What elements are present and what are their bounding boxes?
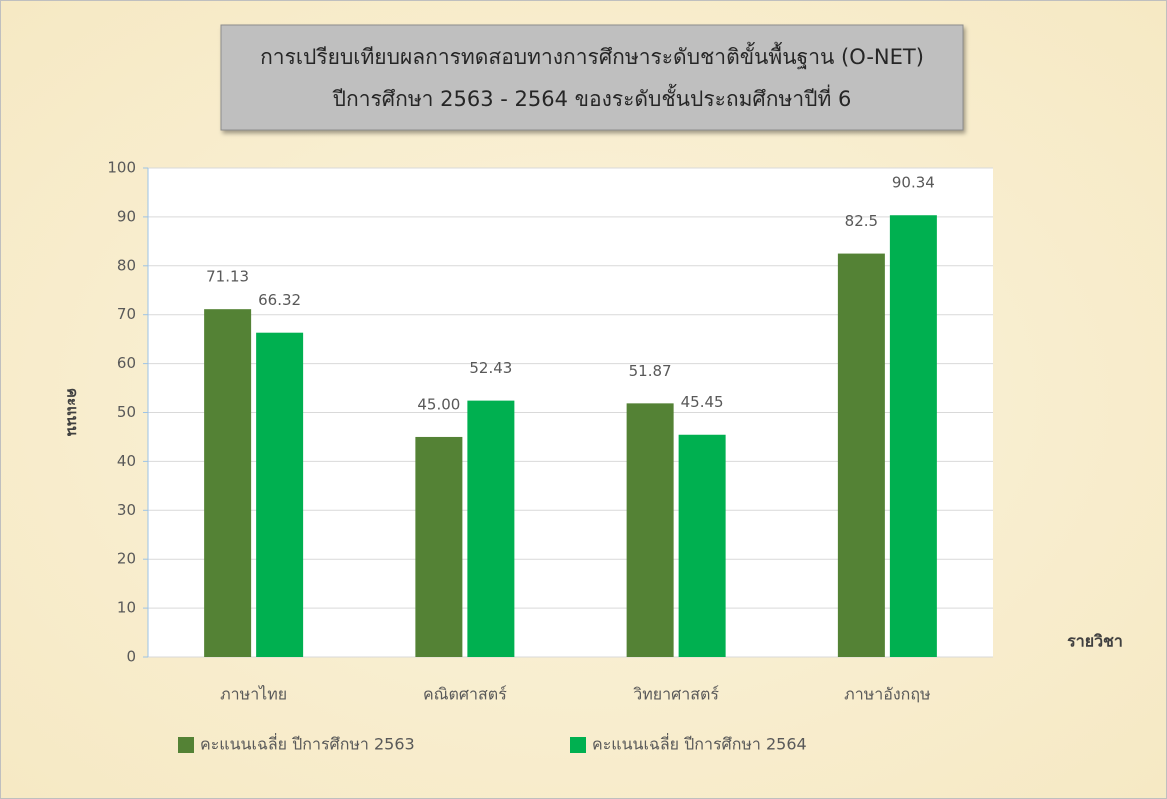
x-tick-label: ภาษาอังกฤษ: [844, 685, 930, 704]
bar: [837, 253, 885, 657]
x-tick-label: ภาษาไทย: [220, 685, 287, 704]
y-tick-label: 90: [117, 207, 136, 225]
data-label: 45.45: [681, 393, 724, 411]
bar: [889, 215, 937, 657]
chart-title: การเปรียบเทียบผลการทดสอบทางการศึกษาระดับ…: [260, 42, 924, 69]
x-tick-label: คณิตศาสตร์: [423, 685, 507, 704]
y-tick-label: 20: [117, 550, 136, 568]
bar: [415, 436, 463, 657]
bar: [467, 400, 515, 657]
y-tick-label: 50: [117, 403, 136, 421]
y-tick-label: 0: [126, 648, 136, 666]
data-label: 90.34: [892, 174, 935, 192]
data-label: 45.00: [417, 395, 460, 413]
bar: [678, 434, 726, 657]
y-tick-label: 80: [117, 256, 136, 274]
title-box: [220, 24, 964, 131]
y-tick-label: 100: [107, 159, 136, 177]
legend-label: คะแนนเฉลี่ย ปีการศึกษา 2563: [200, 733, 415, 754]
y-tick-label: 60: [117, 354, 136, 372]
data-label: 51.87: [629, 362, 672, 380]
y-tick-label: 70: [117, 305, 136, 323]
legend-label: คะแนนเฉลี่ย ปีการศึกษา 2564: [592, 733, 807, 754]
chart-subtitle: ปีการศึกษา 2563 - 2564 ของระดับชั้นประถม…: [332, 84, 851, 111]
bar: [256, 332, 304, 657]
legend-swatch: [570, 737, 586, 753]
y-tick-label: 40: [117, 452, 136, 470]
data-label: 82.5: [845, 212, 878, 230]
bar: [626, 403, 674, 657]
x-axis-label: รายวิชา: [1067, 632, 1123, 651]
data-label: 52.43: [469, 359, 512, 377]
legend-swatch: [178, 737, 194, 753]
y-tick-label: 10: [117, 599, 136, 617]
x-tick-label: วิทยาศาสตร์: [633, 685, 719, 704]
y-tick-label: 30: [117, 501, 136, 519]
data-label: 71.13: [206, 268, 249, 286]
y-axis-label: คะแนน: [64, 388, 82, 437]
bar: [204, 309, 252, 657]
data-label: 66.32: [258, 291, 301, 309]
